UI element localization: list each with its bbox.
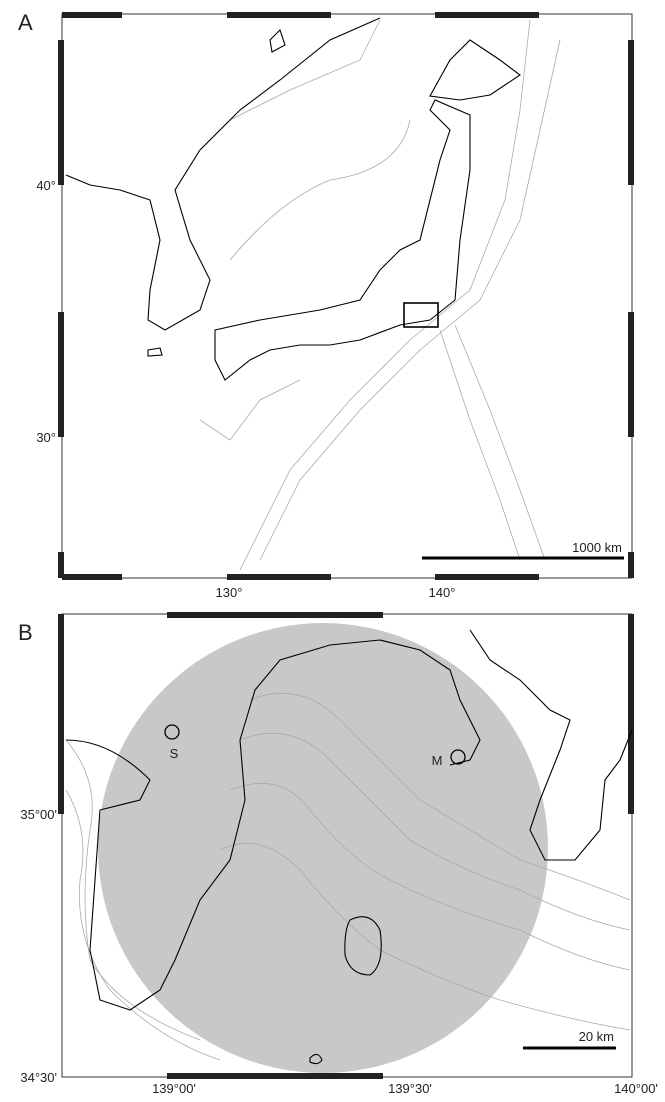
contours [200, 20, 560, 570]
lon-label: 140°00' [614, 1081, 658, 1096]
site-label: S [170, 746, 179, 761]
panel-label: A [18, 10, 33, 35]
panel-b: B 35°00' 34°30' 139°00' 139°30' 140°00' … [18, 612, 658, 1096]
site-label: M [432, 753, 443, 768]
scale-label: 20 km [579, 1029, 614, 1044]
panel-label: B [18, 620, 33, 645]
study-area [98, 623, 548, 1073]
lat-label: 40° [36, 178, 56, 193]
scale-label: 1000 km [572, 540, 622, 555]
lon-label: 139°30' [388, 1081, 432, 1096]
figure: A 40° 30° 130° 140° 1000 km [0, 0, 665, 1097]
lon-label: 130° [216, 585, 243, 600]
lat-label: 35°00' [20, 807, 57, 822]
lat-label: 30° [36, 430, 56, 445]
lon-label: 140° [429, 585, 456, 600]
lat-label: 34°30' [20, 1070, 57, 1085]
panel-a: A 40° 30° 130° 140° 1000 km [18, 10, 634, 600]
frame [62, 14, 632, 578]
coastlines [66, 18, 520, 380]
lon-label: 139°00' [152, 1081, 196, 1096]
